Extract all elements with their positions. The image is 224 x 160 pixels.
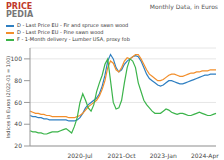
svg-text:2024-Apr: 2024-Apr [191,152,216,160]
svg-text:2023-Jan: 2023-Jan [150,152,177,160]
svg-text:40: 40 [14,120,22,127]
svg-text:80: 80 [14,77,22,84]
html-text:D - Last Price EU - Fir and sp: D - Last Price EU - Fir and spruce sawn … [17,22,129,28]
html-text:F - 1-Month delivery - Lumber: F - 1-Month delivery - Lumber USA, proxy… [17,36,130,42]
html-text:PEDIA: PEDIA [6,10,34,19]
html-text:Monthly Data, in Euros: Monthly Data, in Euros [149,3,218,10]
svg-text:Indices in Euros (2022-01 = 10: Indices in Euros (2022-01 = 100) [8,56,11,139]
svg-text:60: 60 [14,99,22,106]
svg-text:20: 20 [14,142,22,149]
svg-text:2020-Jul: 2020-Jul [67,152,92,160]
html-text:PRICE: PRICE [6,2,33,11]
html-text:D - Last Price EU - Pine sawn: D - Last Price EU - Pine sawn wood [17,29,104,35]
svg-text:2021-Oct: 2021-Oct [108,152,137,159]
svg-text:100: 100 [11,55,23,62]
